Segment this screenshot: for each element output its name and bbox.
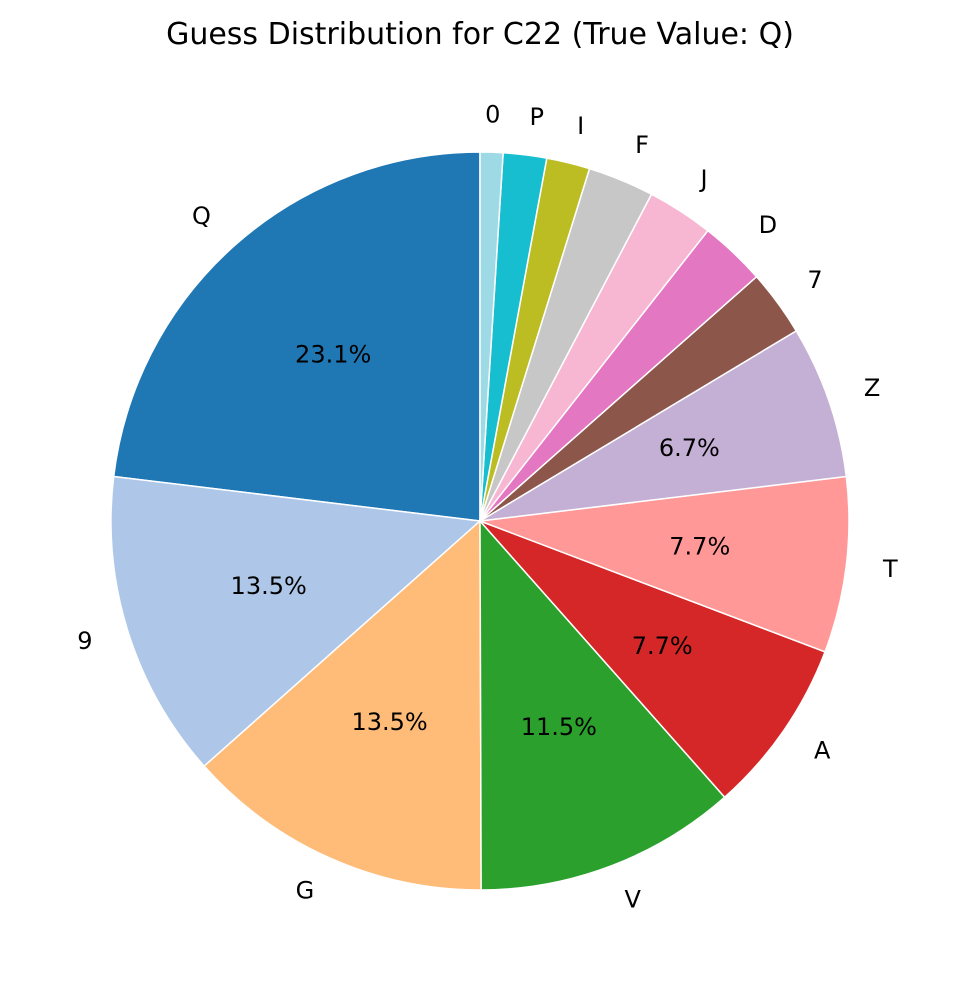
pie-slice-9 [110,475,482,768]
slice-label-V: V [625,885,642,913]
pie-slice-T [479,475,850,653]
slice-label-9: 9 [77,627,92,655]
percent-labels: 23.1% 13.5% 13.5% 11.5% 7.7% 7.7% 6.7% [231,340,731,741]
percent-label-T: 7.7% [669,533,730,561]
percent-label-Z: 6.7% [659,434,720,462]
pie-slice-0 [479,151,504,522]
pie-slice-Q [112,151,481,522]
percent-label-9: 13.5% [231,572,307,600]
slice-label-P: P [530,103,544,131]
slice-labels: Q 9 G V A T Z 7 D J F I P 0 [77,100,898,913]
slice-label-F: F [635,131,649,159]
pie-slice-A [479,520,826,799]
percent-label-G: 13.5% [351,708,427,736]
slice-label-Z: Z [864,374,880,402]
pie-slice-V [479,519,726,891]
slice-label-J: J [699,165,708,193]
slice-label-T: T [882,555,898,583]
slice-label-Q: Q [192,202,211,230]
slice-label-D: D [759,211,777,239]
pie-slice-Z [479,329,848,522]
percent-label-V: 11.5% [521,713,597,741]
percent-label-A: 7.7% [632,632,693,660]
slice-label-I: I [577,112,584,140]
chart-title: Guess Distribution for C22 (True Value: … [166,17,794,52]
slice-label-A: A [814,737,831,765]
pie-slices [110,151,850,891]
slice-label-G: G [296,877,315,905]
percent-label-Q: 23.1% [295,340,371,368]
slice-label-7: 7 [807,266,822,294]
pie-slice-G [203,519,482,891]
slice-label-0: 0 [485,100,500,128]
